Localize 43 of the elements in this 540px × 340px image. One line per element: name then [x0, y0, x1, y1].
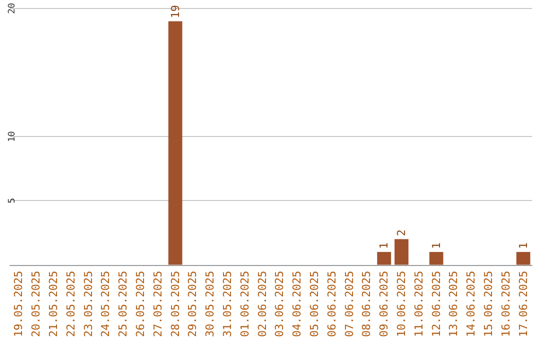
x-tick-label: 08.06.2025 — [360, 270, 374, 338]
bar — [394, 239, 408, 265]
x-tick-label: 17.06.2025 — [516, 270, 530, 338]
data-label: 1 — [516, 242, 530, 249]
x-tick-label: 07.06.2025 — [342, 270, 356, 338]
x-tick-label: 28.05.2025 — [168, 270, 182, 338]
x-tick-label: 09.06.2025 — [378, 270, 391, 338]
x-tick-label: 29.05.2025 — [186, 270, 200, 338]
x-tick-label: 22.05.2025 — [64, 270, 78, 338]
x-tick-label: 16.06.2025 — [499, 270, 512, 338]
bar — [429, 252, 444, 265]
y-tick-label: 20 — [8, 2, 18, 14]
x-tick-label: 26.05.2025 — [134, 270, 147, 338]
bar — [377, 252, 392, 265]
data-label: 19 — [168, 4, 182, 18]
x-tick-label: 23.05.2025 — [82, 270, 95, 338]
x-tick-label: 25.05.2025 — [116, 270, 130, 338]
x-tick-label: 24.05.2025 — [99, 270, 112, 338]
x-tick-label: 10.06.2025 — [395, 270, 408, 338]
y-tick-label: 10 — [8, 131, 18, 142]
x-tick-label: 04.06.2025 — [290, 270, 304, 338]
x-tick-label: 05.06.2025 — [308, 270, 321, 338]
x-tick-label: 12.06.2025 — [430, 270, 443, 338]
x-tick-label: 14.06.2025 — [464, 270, 478, 338]
x-tick-label: 30.05.2025 — [204, 270, 217, 338]
data-label: 1 — [430, 242, 443, 249]
x-tick-label: 31.05.2025 — [221, 270, 234, 338]
x-tick-label: 11.06.2025 — [412, 270, 426, 338]
x-tick-label: 02.06.2025 — [256, 270, 269, 338]
x-tick-label: 03.06.2025 — [273, 270, 286, 338]
x-tick-label: 20.05.2025 — [30, 270, 43, 338]
x-tick-label: 19.05.2025 — [12, 270, 26, 338]
x-tick-label: 21.05.2025 — [47, 270, 60, 338]
data-label: 2 — [395, 230, 408, 236]
x-tick-label: 27.05.2025 — [151, 270, 164, 338]
x-tick-label: 01.06.2025 — [238, 270, 252, 338]
bar — [168, 21, 182, 265]
y-tick-label: 5 — [8, 198, 18, 204]
x-tick-label: 13.06.2025 — [447, 270, 460, 338]
data-label: 1 — [378, 242, 391, 249]
x-tick-label: 06.06.2025 — [325, 270, 338, 338]
x-tick-label: 15.06.2025 — [482, 270, 495, 338]
bar — [516, 252, 530, 265]
